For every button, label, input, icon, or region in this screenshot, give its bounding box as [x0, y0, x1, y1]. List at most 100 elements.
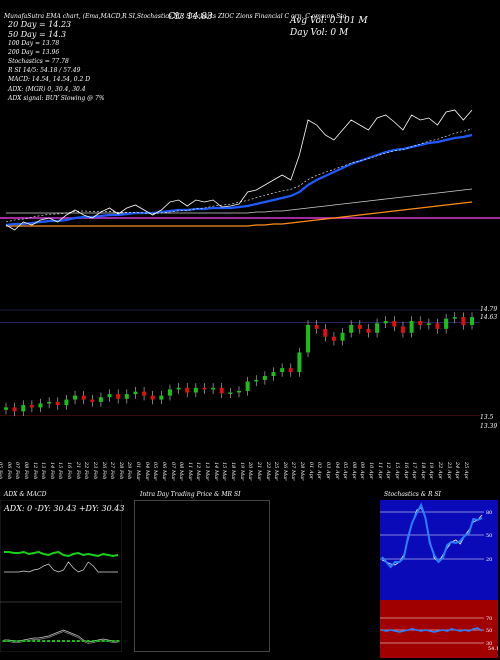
candle-body: [81, 395, 86, 400]
x-tick-label: 26 Feb: [100, 462, 107, 480]
candle-body: [150, 395, 155, 400]
price-axis-bottom: 13.5: [480, 414, 494, 421]
macd-histogram-bar: [2, 640, 6, 642]
rsi-tick-label: 50: [486, 628, 492, 634]
x-tick-label: 13 Mar: [204, 462, 211, 481]
adx-macd-panel: [0, 500, 122, 652]
macd-histogram-bar: [32, 640, 36, 642]
ma100-readout: 100 Day = 13.78: [8, 40, 60, 47]
ma50-readout: 50 Day = 14.3: [8, 30, 67, 39]
macd-histogram-bar: [12, 640, 16, 642]
macd-histogram-bar: [22, 640, 26, 642]
candle-body: [409, 321, 414, 333]
candle-body: [349, 324, 354, 333]
candle-body: [470, 317, 474, 325]
candle-body: [323, 328, 328, 337]
candle-body: [383, 321, 388, 324]
x-tick-label: 08 Feb: [22, 462, 29, 480]
x-tick-label: 22 Feb: [83, 462, 90, 480]
rsi-tick-label: 70: [486, 616, 492, 622]
candle-body: [124, 394, 129, 399]
x-tick-label: 06 Feb: [5, 462, 12, 480]
x-tick-label: 21 Feb: [74, 462, 81, 480]
x-tick-label: 16 Feb: [66, 462, 73, 480]
x-tick-label: 06 Mar: [160, 462, 167, 481]
dy-line: [4, 561, 118, 573]
candle-body: [461, 317, 466, 325]
macd-readout: MACD: 14.54, 14.54, 0.2 D: [8, 76, 91, 83]
x-tick-label: 04 Mar: [143, 462, 150, 481]
candle-body: [297, 352, 302, 373]
rsi-tick-label: 30: [486, 641, 492, 647]
x-tick-label: 08 Mar: [178, 462, 185, 481]
x-tick-label: 07 Feb: [14, 462, 21, 480]
macd-histogram-bar: [27, 640, 31, 642]
x-tick-label: 11 Apr: [376, 462, 383, 480]
x-tick-label: 18 Mar: [230, 462, 236, 481]
candle-body: [392, 321, 397, 327]
macd-histogram-bar: [76, 640, 80, 642]
candle-body: [400, 326, 405, 333]
candle-body: [245, 381, 250, 391]
candle-body: [271, 372, 276, 376]
ema-20-line: [5, 133, 473, 227]
x-tick-label: 23 Feb: [91, 462, 98, 480]
macd-histogram-bar: [116, 640, 120, 642]
rsi-line: [381, 627, 483, 633]
x-tick-label: 16 Apr: [402, 462, 409, 480]
stoch-tick-label: 20: [486, 557, 492, 563]
x-tick-label: 19 Mar: [238, 462, 245, 481]
x-tick-label: 19 Apr: [428, 462, 435, 480]
stoch-readout: Stochastics = 77.78: [8, 58, 69, 65]
ma20-readout: 20 Day = 14.23: [8, 20, 72, 29]
candle-body: [98, 397, 103, 402]
macd-histogram-bar: [91, 640, 95, 642]
macd-histogram-bar: [52, 640, 56, 642]
x-tick-label: 09 Apr: [359, 462, 366, 480]
candle-body: [262, 376, 267, 380]
x-tick-label: 12 Mar: [195, 462, 202, 481]
x-tick-label: 18 Apr: [419, 462, 426, 480]
x-tick-label: 26 Mar: [281, 462, 288, 481]
macd-histogram-bar: [37, 640, 41, 642]
candle-body: [167, 389, 172, 396]
x-tick-label: 02 Apr: [316, 462, 323, 480]
stoch-panel-title: Stochastics & R SI: [384, 491, 441, 498]
candle-body: [73, 395, 78, 400]
x-tick-label: 27 Feb: [109, 462, 116, 480]
price-axis-bottom2: 13.39: [480, 423, 498, 430]
candle-body: [4, 407, 8, 410]
candle-body: [366, 328, 371, 333]
header-top-line: MunafaSutra EMA chart, (Ema,MACD,R SI,St…: [4, 13, 347, 20]
candle-body: [38, 403, 43, 408]
candle-body: [64, 399, 69, 406]
candle-body: [142, 391, 147, 396]
stoch-bg: [380, 500, 498, 600]
candle-body: [228, 392, 233, 394]
rsi-value-label: 54.18: [488, 646, 498, 652]
ema-orange-line: [6, 201, 473, 227]
candle-body: [288, 368, 293, 373]
candle-body: [116, 394, 121, 399]
x-tick-label: 22 Apr: [437, 462, 444, 480]
candle-body: [452, 317, 457, 319]
candle-body: [159, 395, 164, 400]
x-tick-label: 04 Apr: [333, 462, 340, 480]
adx-readout: ADX: (MGR) 0, 30.4, 30.4: [8, 86, 86, 93]
stochastics-panel: 80 50 20: [380, 500, 498, 600]
x-tick-label: 05 Mar: [152, 462, 159, 481]
price-axis-top: 14.79: [480, 306, 498, 313]
macd-histogram-bar: [17, 640, 21, 642]
candle-body: [331, 336, 336, 341]
x-tick-label: 24 Apr: [454, 462, 461, 480]
x-tick-label: 11 Mar: [186, 462, 193, 481]
x-tick-label: 15 Mar: [221, 462, 228, 481]
candle-body: [254, 379, 259, 382]
candle-body: [314, 324, 319, 329]
candle-body: [306, 324, 311, 353]
candle-body: [426, 323, 431, 325]
x-tick-label: 25 Mar: [273, 462, 280, 481]
candle-body: [185, 387, 190, 393]
adx-line: [4, 550, 119, 558]
